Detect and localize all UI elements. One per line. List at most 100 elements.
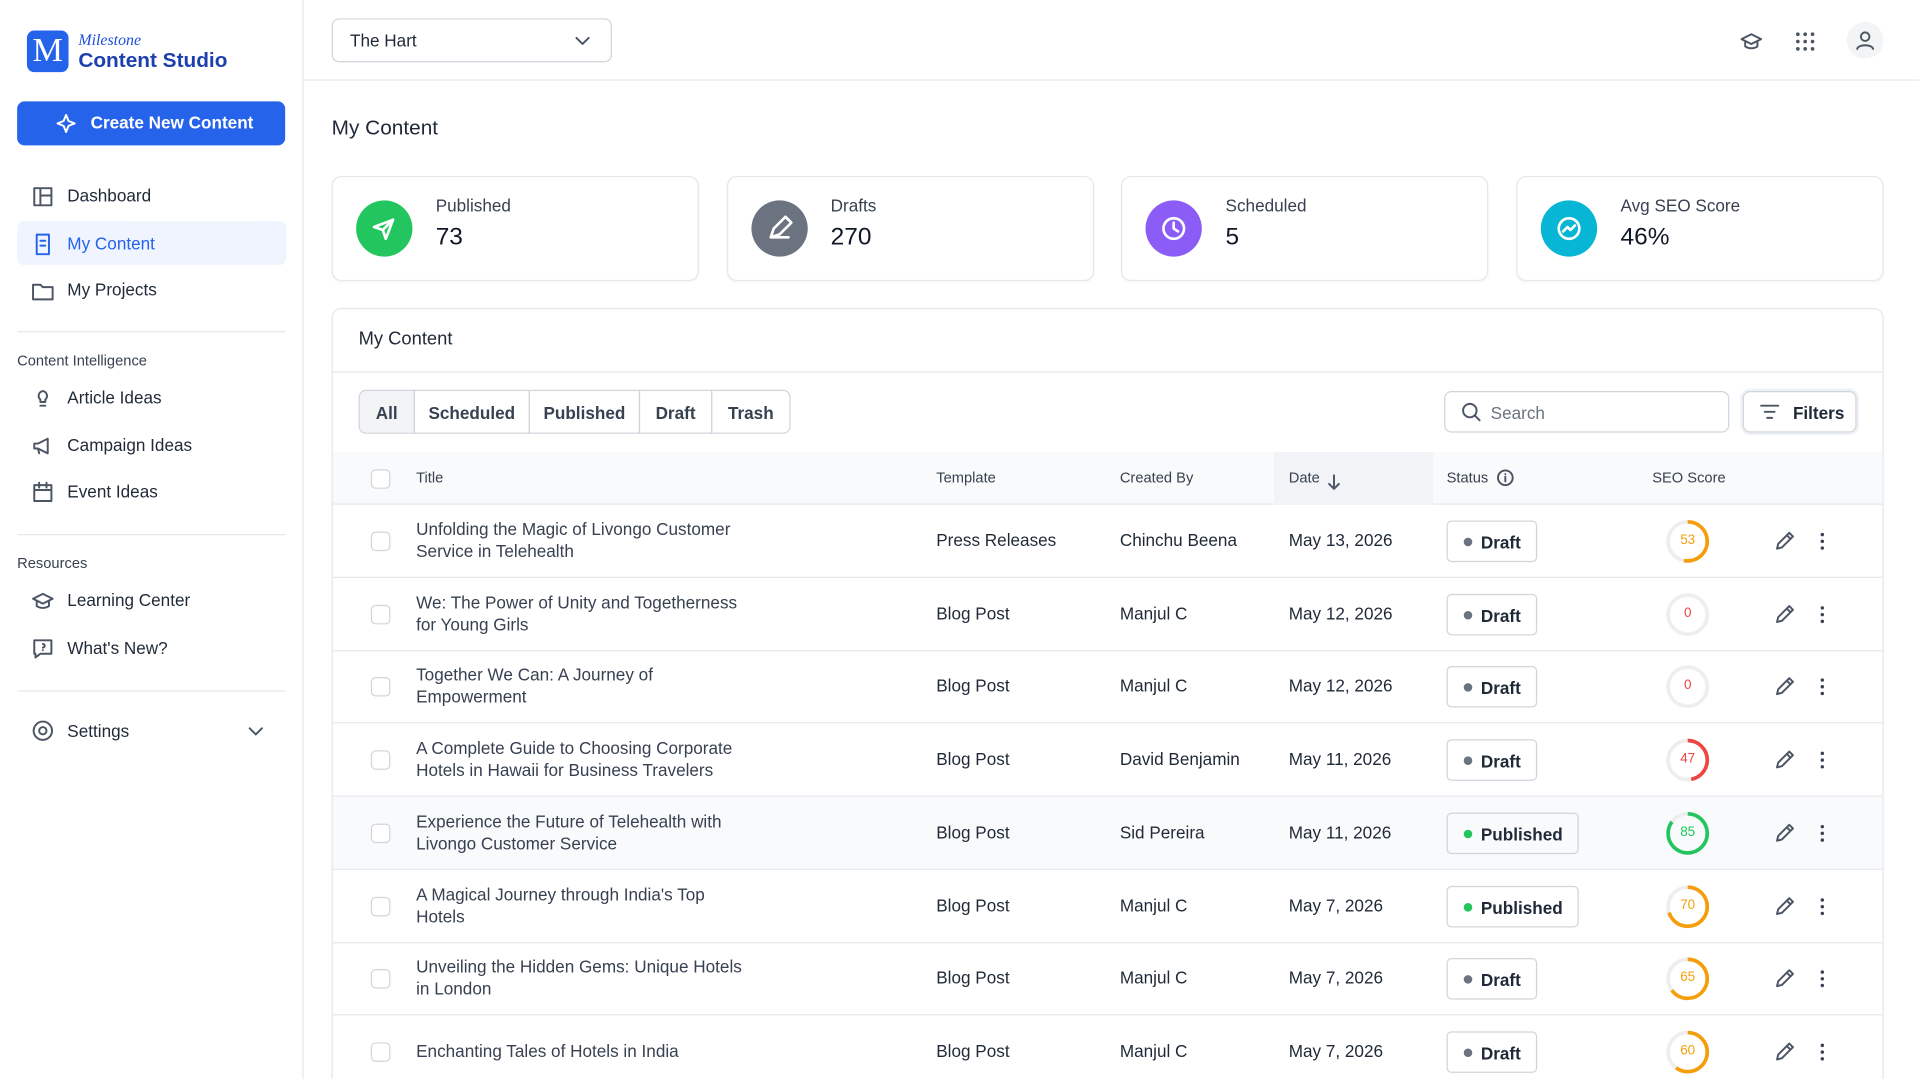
tab[interactable]: All xyxy=(358,389,415,434)
status-dot xyxy=(1463,756,1473,766)
row-checkbox[interactable] xyxy=(370,604,391,625)
status-label: Published xyxy=(1480,897,1563,918)
seo-score: 85 xyxy=(1680,824,1696,840)
row-border xyxy=(332,941,1883,943)
seo-score: 0 xyxy=(1683,678,1692,694)
stat-value: 46% xyxy=(1620,223,1670,251)
row-checkbox[interactable] xyxy=(370,677,391,698)
brand-top: Milestone xyxy=(78,30,142,49)
nav-item[interactable]: My Content xyxy=(67,232,155,253)
more-icon[interactable] xyxy=(1811,968,1833,990)
seo-ring-arc xyxy=(1666,519,1710,563)
stat-label: Drafts xyxy=(830,195,877,216)
status-dot xyxy=(1463,975,1473,984)
property-select[interactable]: The Hart xyxy=(331,18,612,63)
seo-score: 47 xyxy=(1680,751,1696,767)
table-header xyxy=(332,452,1883,505)
cell-created-by: Sid Pereira xyxy=(1119,822,1205,842)
nav-item[interactable]: My Projects xyxy=(67,279,157,300)
nav-icon xyxy=(35,233,50,255)
edit-icon xyxy=(1776,531,1794,550)
row-checkbox[interactable] xyxy=(370,969,391,989)
nav-icon xyxy=(33,187,53,207)
tab[interactable]: Trash xyxy=(711,389,791,434)
row-title[interactable]: Together We Can: A Journey of Empowermen… xyxy=(416,665,653,707)
learn-icon[interactable] xyxy=(1739,29,1763,53)
sidebar xyxy=(0,0,304,1079)
nav-item[interactable]: Learning Center xyxy=(67,590,191,610)
row-title[interactable]: We: The Power of Unity and Togetherness … xyxy=(416,592,738,634)
tab[interactable]: Scheduled xyxy=(413,389,530,434)
more-icon[interactable] xyxy=(1811,749,1833,771)
divider xyxy=(17,534,286,536)
more-icon[interactable] xyxy=(1811,822,1833,844)
cell-date: May 12, 2026 xyxy=(1288,603,1393,623)
row-border xyxy=(332,722,1883,724)
edit-icon xyxy=(1776,896,1794,915)
tab[interactable]: Draft xyxy=(638,389,713,434)
seo-score: 65 xyxy=(1680,970,1696,986)
column-header: Date xyxy=(1288,469,1320,487)
create-button-label: Create New Content xyxy=(90,112,254,132)
status-dot xyxy=(1463,902,1473,911)
nav-item[interactable]: Article Ideas xyxy=(67,387,162,407)
edit-icon xyxy=(1776,823,1794,842)
more-icon[interactable] xyxy=(1811,530,1833,552)
settings[interactable]: Settings xyxy=(67,720,130,741)
seo-ring xyxy=(1666,665,1710,709)
status-label: Draft xyxy=(1480,970,1521,991)
apps-icon[interactable] xyxy=(1793,29,1817,53)
status-badge: Published xyxy=(1446,885,1579,927)
status-label: Draft xyxy=(1480,751,1521,772)
seo-ring xyxy=(1666,811,1710,855)
more-icon[interactable] xyxy=(1811,603,1833,625)
create-button[interactable]: Create New Content xyxy=(17,101,286,146)
stat-label: Published xyxy=(435,195,511,216)
settings-icon xyxy=(32,720,53,741)
status-badge: Draft xyxy=(1446,739,1537,781)
nav-item[interactable]: Dashboard xyxy=(67,185,152,206)
status-dot xyxy=(1463,610,1473,620)
row-title[interactable]: Enchanting Tales of Hotels in India xyxy=(416,1040,679,1061)
status-dot xyxy=(1463,683,1473,693)
status-label: Published xyxy=(1480,824,1563,845)
more-icon[interactable] xyxy=(1811,895,1833,917)
row-title[interactable]: Experience the Future of Telehealth with… xyxy=(416,811,722,853)
edit-icon xyxy=(1776,604,1794,623)
nav-item[interactable]: Event Ideas xyxy=(67,481,158,502)
row-checkbox[interactable] xyxy=(370,896,391,916)
row-border xyxy=(332,1014,1883,1016)
seo-ring xyxy=(1666,957,1710,1001)
logo: M xyxy=(26,30,69,73)
stat-icon xyxy=(1557,216,1581,241)
cell-date: May 7, 2026 xyxy=(1288,968,1384,988)
row-checkbox[interactable] xyxy=(370,823,391,843)
cell-created-by: Manjul C xyxy=(1119,895,1188,915)
row-checkbox[interactable] xyxy=(370,531,391,552)
nav-item[interactable]: What's New? xyxy=(67,637,168,658)
column-header: SEO Score xyxy=(1652,469,1726,487)
tab[interactable]: Published xyxy=(528,389,641,434)
seo-score: 0 xyxy=(1683,605,1692,621)
select-all[interactable] xyxy=(370,469,391,489)
more-icon[interactable] xyxy=(1811,676,1833,698)
row-checkbox[interactable] xyxy=(370,750,391,770)
more-icon[interactable] xyxy=(1811,1041,1833,1063)
section-title: Content Intelligence xyxy=(17,351,147,370)
cell-created-by: Manjul C xyxy=(1119,968,1188,988)
row-title[interactable]: A Magical Journey through India's Top Ho… xyxy=(416,884,705,926)
cell-date: May 13, 2026 xyxy=(1288,530,1393,550)
row-border xyxy=(332,576,1883,578)
seo-ring xyxy=(1666,738,1710,782)
search-box[interactable]: Search xyxy=(1444,391,1730,433)
filters-button[interactable]: Filters xyxy=(1742,391,1857,433)
sorted-column xyxy=(1274,452,1434,505)
sparkle-icon xyxy=(56,113,76,133)
row-title[interactable]: Unveiling the Hidden Gems: Unique Hotels… xyxy=(416,957,742,999)
nav-item[interactable]: Campaign Ideas xyxy=(67,434,193,455)
row-title[interactable]: Unfolding the Magic of Livongo Customer … xyxy=(416,519,731,561)
row-title[interactable]: A Complete Guide to Choosing Corporate H… xyxy=(416,738,733,780)
row-checkbox[interactable] xyxy=(370,1042,391,1062)
seo-ring-arc xyxy=(1666,1030,1710,1074)
status-label: Draft xyxy=(1480,605,1521,626)
